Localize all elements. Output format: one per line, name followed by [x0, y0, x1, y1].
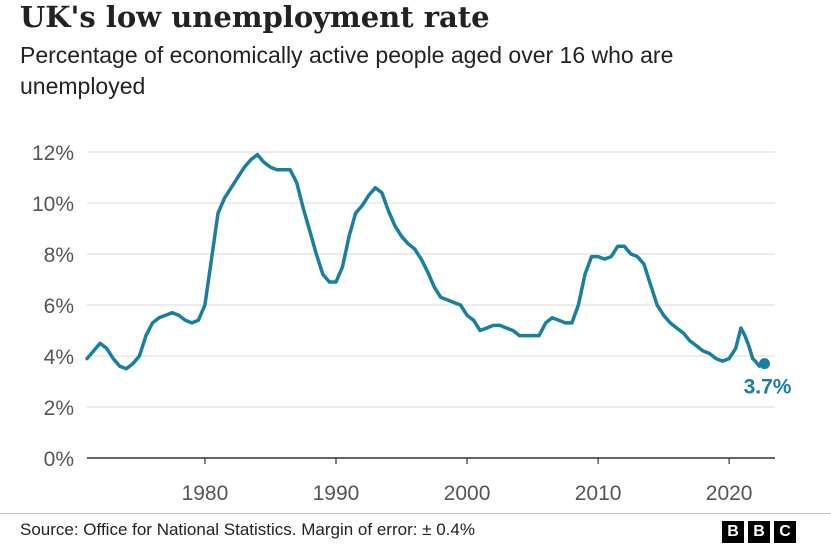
x-tick-label: 1990 [313, 482, 360, 505]
gridlines [87, 151, 775, 459]
y-tick-label: 10% [32, 193, 74, 216]
bbc-logo-letter: B [748, 521, 770, 543]
bbc-logo-letter: B [722, 521, 744, 543]
chart-title: UK's low unemployment rate [20, 0, 490, 34]
latest-value-label: 3.7% [744, 376, 792, 399]
y-tick-label: 0% [44, 448, 74, 471]
y-tick-label: 2% [44, 397, 74, 420]
chart-subtitle: Percentage of economically active people… [20, 42, 674, 99]
line-chart: 0% 2% 4% 6% 8% 10% 12% 1980 1990 2000 2010 2020 3.… [32, 142, 792, 505]
bbc-logo-letter: C [774, 521, 796, 543]
y-tick-label: 12% [32, 142, 74, 165]
footer-divider [0, 513, 831, 514]
y-tick-label: 6% [44, 295, 74, 318]
x-axis-tick-labels: 1980 1990 2000 2010 2020 [182, 458, 753, 505]
x-tick-label: 1980 [182, 482, 229, 505]
y-tick-label: 4% [44, 346, 74, 369]
series-layer [85, 152, 767, 371]
unemployment-rate-line [85, 152, 767, 371]
x-tick-label: 2000 [444, 482, 491, 505]
y-tick-label: 8% [44, 244, 74, 267]
bbc-logo: B B C [722, 521, 796, 543]
x-tick-label: 2010 [575, 482, 622, 505]
annotation-layer: 3.7% [744, 358, 792, 399]
source-note: Source: Office for National Statistics. … [20, 520, 475, 539]
x-tick-label: 2020 [706, 482, 753, 505]
y-axis-tick-labels: 0% 2% 4% 6% 8% 10% 12% [32, 142, 74, 471]
latest-value-point [759, 358, 771, 370]
